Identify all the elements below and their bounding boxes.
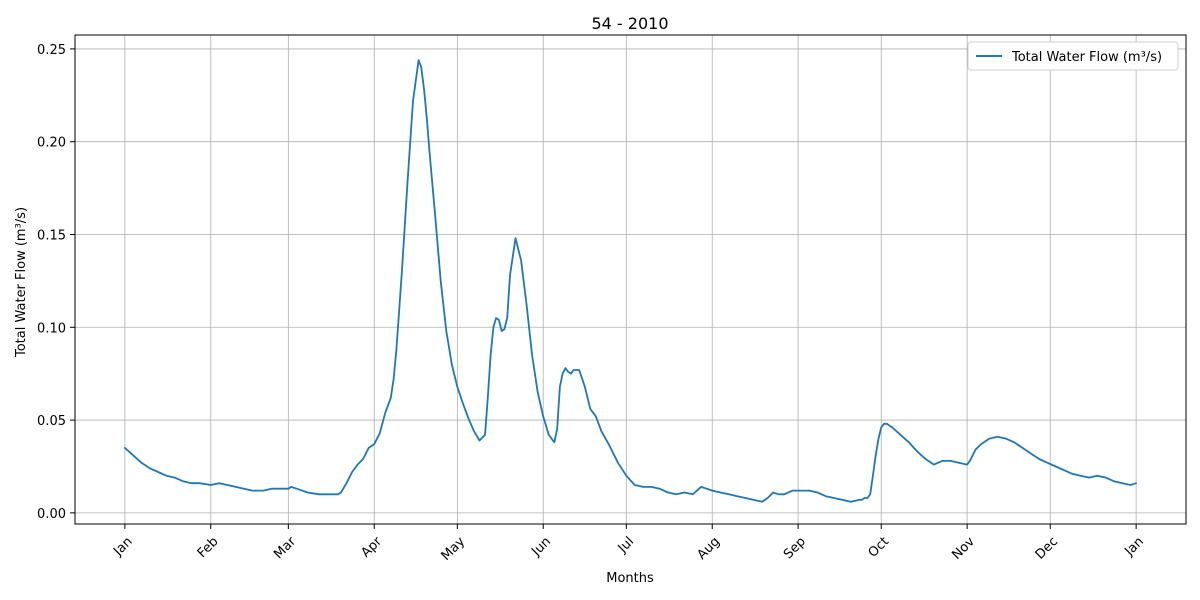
y-tick-label: 0.25 — [37, 43, 66, 58]
series-layer — [124, 59, 1137, 503]
chart-title: 54 - 2010 — [591, 14, 668, 33]
y-tick-label: 0.10 — [37, 321, 66, 336]
y-tick-label: 0.20 — [37, 136, 66, 151]
y-tick-label: 0.05 — [37, 414, 66, 429]
y-axis-ticks: 0.00 0.05 0.10 0.15 0.20 0.25 — [37, 43, 75, 522]
grid-lines — [75, 35, 1186, 524]
y-tick-label: 0.15 — [37, 228, 66, 243]
y-axis-title: Total Water Flow (m³/s) — [14, 207, 29, 358]
legend-box — [967, 41, 1179, 71]
x-axis-title: Months — [606, 571, 654, 586]
plot-frame — [74, 34, 1187, 525]
y-tick-label: 0.00 — [37, 507, 66, 522]
legend-label: Total Water Flow (m³/s) — [1011, 50, 1162, 65]
legend: Total Water Flow (m³/s) — [967, 41, 1179, 71]
series-line-total-water-flow — [124, 59, 1137, 503]
